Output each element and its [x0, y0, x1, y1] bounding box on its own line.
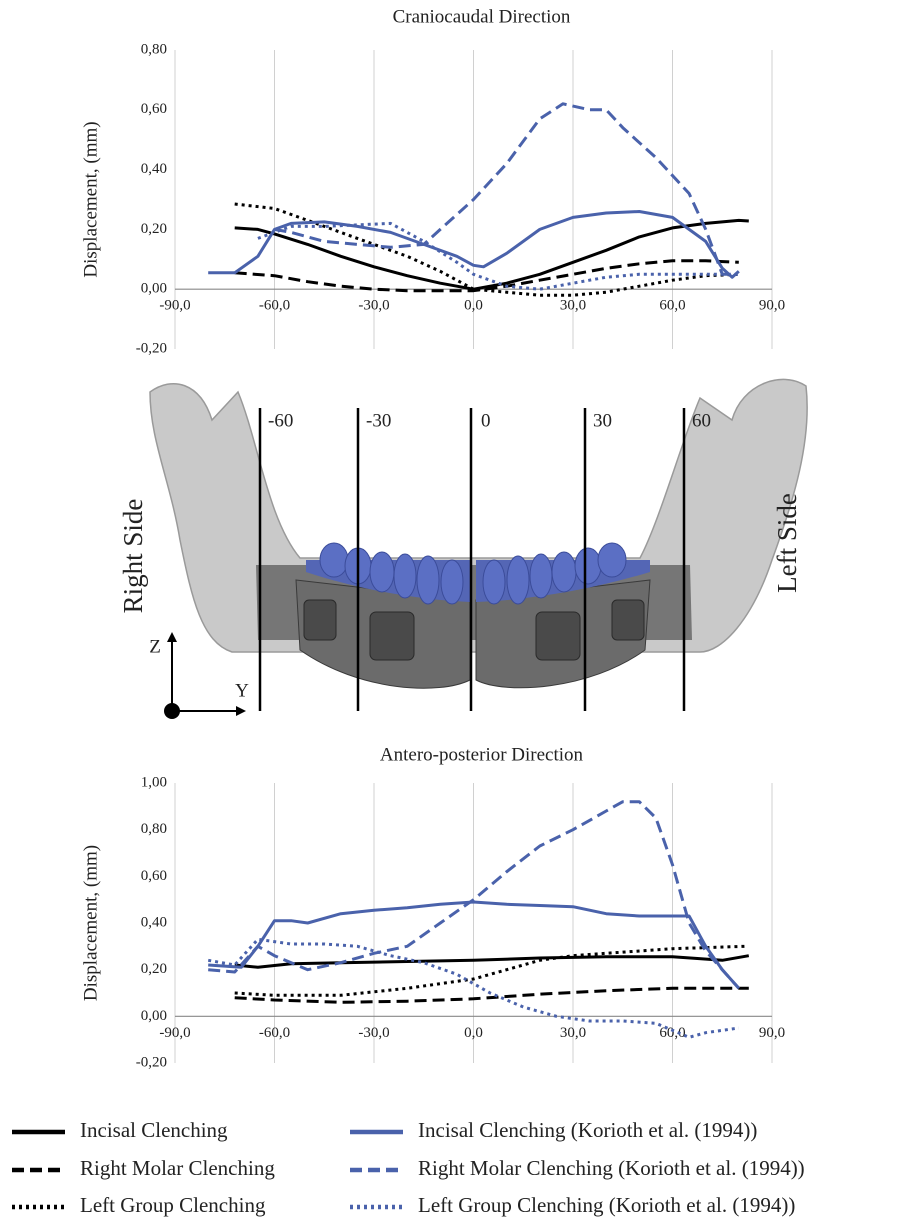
splint-window [535, 611, 581, 661]
splint-window [303, 599, 337, 641]
y-tick-label: 0,80 [141, 821, 167, 837]
section-label: -30 [366, 410, 391, 431]
y-tick-label: 0,20 [141, 961, 167, 977]
mandible-illustration: -60 -30 0 30 60 Right Side Left Side Z Y [118, 378, 808, 719]
x-tick-label: 60,0 [659, 298, 685, 314]
splint-window [611, 599, 645, 641]
series-line [234, 202, 739, 297]
x-tick-label: 90,0 [759, 1025, 785, 1041]
series-line [234, 954, 750, 969]
x-tick-label: -30,0 [358, 298, 389, 314]
x-tick-label: -30,0 [358, 1025, 389, 1041]
y-tick-label: 0,20 [141, 221, 167, 237]
legend-label: Left Group Clenching (Korioth et al. (19… [418, 1193, 795, 1217]
y-axis-label: Displacement, (mm) [80, 845, 101, 1001]
side-label: Right Side [118, 499, 148, 614]
axis-name: Y [235, 680, 249, 701]
chart-title: Antero-posterior Direction [380, 744, 584, 765]
section-label: 0 [481, 410, 491, 431]
x-tick-label: 60,0 [659, 1025, 685, 1041]
side-label: Left Side [772, 493, 802, 593]
x-tick-label: -90,0 [159, 298, 190, 314]
series-line [274, 102, 733, 276]
arrow-head [236, 706, 246, 716]
axis-origin [164, 703, 180, 719]
x-tick-label: 0,0 [464, 298, 483, 314]
legend-label: Incisal Clenching [80, 1118, 228, 1142]
splint-window [369, 611, 415, 661]
y-tick-label: 1,00 [141, 774, 167, 790]
y-axis-label: Displacement, (mm) [80, 121, 101, 277]
y-tick-label: 0,40 [141, 161, 167, 177]
legend-label: Right Molar Clenching (Korioth et al. (1… [418, 1156, 805, 1180]
y-tick-label: -0,20 [136, 1054, 167, 1070]
series-line [234, 986, 749, 1004]
x-tick-label: -60,0 [259, 298, 290, 314]
axis-name: Z [149, 636, 161, 657]
series-line [208, 900, 740, 990]
y-tick-label: 0,80 [141, 41, 167, 57]
y-tick-label: 0,00 [141, 281, 167, 297]
x-tick-label: 30,0 [560, 298, 586, 314]
chart-title: Craniocaudal Direction [393, 6, 571, 27]
x-tick-label: -90,0 [159, 1025, 190, 1041]
section-label: -60 [268, 410, 293, 431]
y-tick-label: 0,00 [141, 1008, 167, 1024]
series-line [234, 944, 746, 997]
series-line [234, 218, 749, 291]
x-tick-label: 90,0 [759, 298, 785, 314]
legend-label: Incisal Clenching (Korioth et al. (1994)… [418, 1118, 757, 1142]
legend-label: Left Group Clenching [80, 1193, 266, 1217]
section-label: 60 [692, 410, 711, 431]
y-tick-label: 0,60 [141, 868, 167, 884]
series-line [257, 221, 739, 291]
x-tick-label: -60,0 [259, 1025, 290, 1041]
series-line [234, 259, 739, 293]
y-tick-label: -0,20 [136, 340, 167, 356]
legend-label: Right Molar Clenching [80, 1156, 275, 1180]
series-line [208, 210, 740, 279]
arrow-head [167, 632, 177, 642]
y-tick-label: 0,40 [141, 914, 167, 930]
x-tick-label: 0,0 [464, 1025, 483, 1041]
section-label: 30 [593, 410, 612, 431]
x-tick-label: 30,0 [560, 1025, 586, 1041]
series-line [208, 800, 740, 990]
y-tick-label: 0,60 [141, 101, 167, 117]
